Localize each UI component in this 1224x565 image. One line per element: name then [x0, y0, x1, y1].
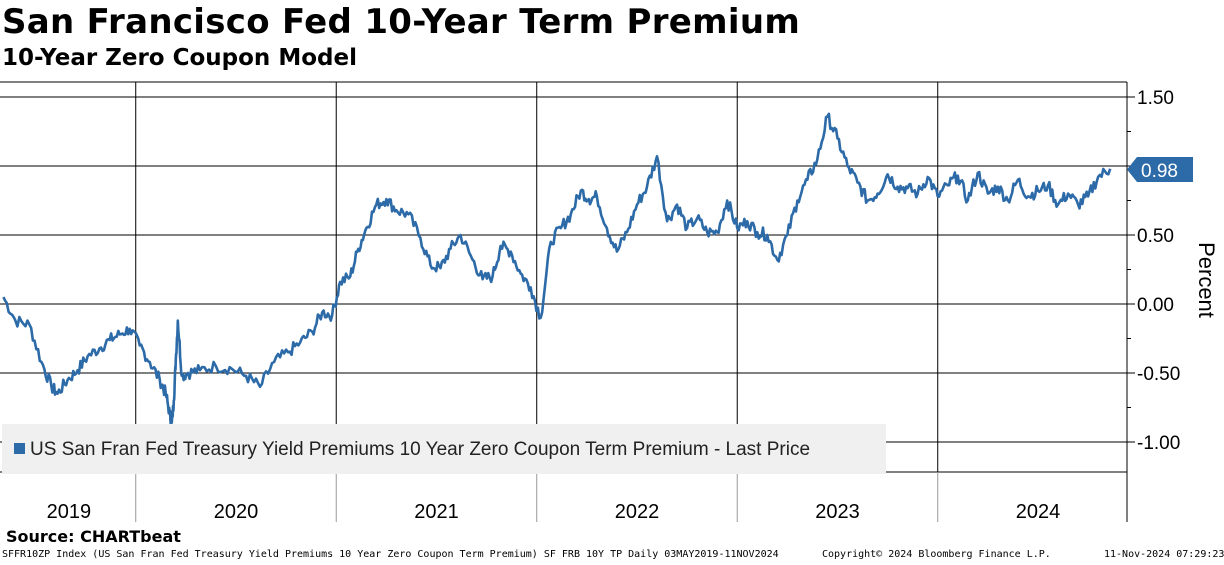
legend-label: US San Fran Fed Treasury Yield Premiums …: [30, 439, 810, 460]
x-axis: 2019 2020 2021 2022 2023 2024: [47, 472, 1061, 523]
last-value-label: 0.98: [1141, 161, 1178, 182]
series-line-layer: [2, 112, 1112, 426]
copyright: Copyright© 2024 Bloomberg Finance L.P.: [822, 549, 1051, 560]
x-tick-label: 2024: [1016, 501, 1061, 523]
legend-swatch: [14, 443, 25, 454]
y-tick-label: 0.50: [1137, 226, 1174, 247]
legend[interactable]: US San Fran Fed Treasury Yield Premiums …: [2, 424, 886, 474]
source-note: Source: CHARTbeat: [6, 527, 181, 546]
timestamp: 11-Nov-2024 07:29:23: [1104, 549, 1224, 560]
chart-title: San Francisco Fed 10-Year Term Premium: [2, 2, 801, 42]
series-line: [2, 112, 1112, 426]
x-tick-label: 2019: [47, 501, 92, 523]
y-axis: 1.50 0.50 0.00 -0.50 -1.00: [1126, 82, 1180, 522]
y-tick-label: -1.00: [1137, 433, 1180, 454]
y-tick-label: 1.50: [1137, 88, 1174, 109]
legend-background: [2, 424, 886, 474]
last-value-tag-shape: [1127, 157, 1193, 182]
x-tick-label: 2021: [414, 501, 459, 523]
x-tick-label: 2020: [214, 501, 259, 523]
x-tick-label: 2022: [615, 501, 660, 523]
chart-subtitle: 10-Year Zero Coupon Model: [2, 45, 357, 71]
y-tick-label: -0.50: [1137, 364, 1180, 385]
index-info: SFFR10ZP Index (US San Fran Fed Treasury…: [2, 549, 779, 560]
y-tick-label: 0.00: [1137, 295, 1174, 316]
x-tick-label: 2023: [815, 501, 860, 523]
last-value-tag: 0.98: [1127, 157, 1193, 182]
y-axis-label: Percent: [1194, 242, 1219, 318]
